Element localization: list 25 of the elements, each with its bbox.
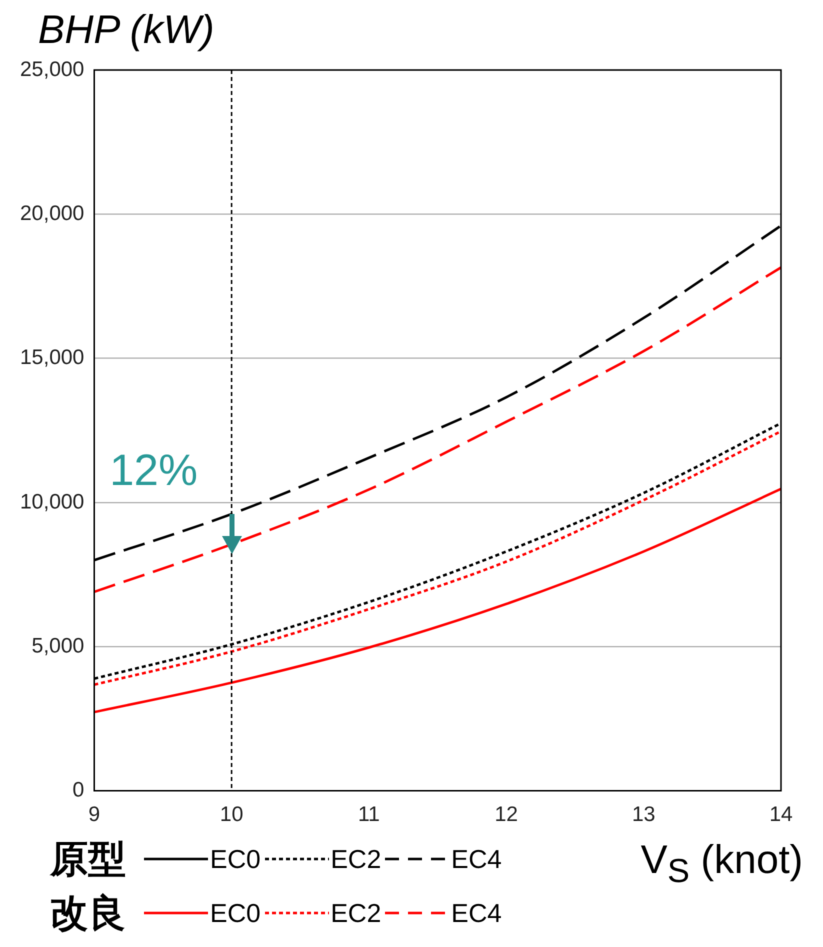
x-tick-label: 12: [494, 803, 518, 826]
x-tick-label: 9: [88, 803, 100, 826]
x-tick-label: 14: [769, 803, 793, 826]
x-tick-label: 10: [220, 803, 244, 826]
y-axis-title: BHP (kW): [38, 8, 214, 53]
y-tick-label: 10,000: [20, 490, 84, 514]
legend-label: EC2: [330, 844, 382, 874]
y-tick-label: 5,000: [32, 634, 84, 658]
annotation: 12%: [110, 446, 198, 496]
text: 改良: [50, 890, 126, 936]
y-tick-label: 25,000: [20, 58, 84, 81]
line-series: [94, 488, 781, 714]
legend-label: EC4: [451, 898, 502, 928]
legend-label: EC2: [330, 898, 382, 928]
line-series: [94, 266, 781, 594]
y-tick-label: 0: [72, 778, 84, 802]
x-tick-label: 13: [632, 803, 656, 826]
x-tick-label: 11: [358, 803, 380, 826]
legend-label: EC4: [451, 844, 502, 874]
text: 原型: [50, 836, 126, 882]
x-axis-title: V$_{S}$ (knot): [640, 838, 803, 891]
y-tick-label: 20,000: [20, 202, 84, 225]
y-tick-label: 15,000: [20, 346, 84, 370]
legend-label: EC0: [210, 898, 261, 928]
legend-label: EC0: [210, 844, 261, 874]
